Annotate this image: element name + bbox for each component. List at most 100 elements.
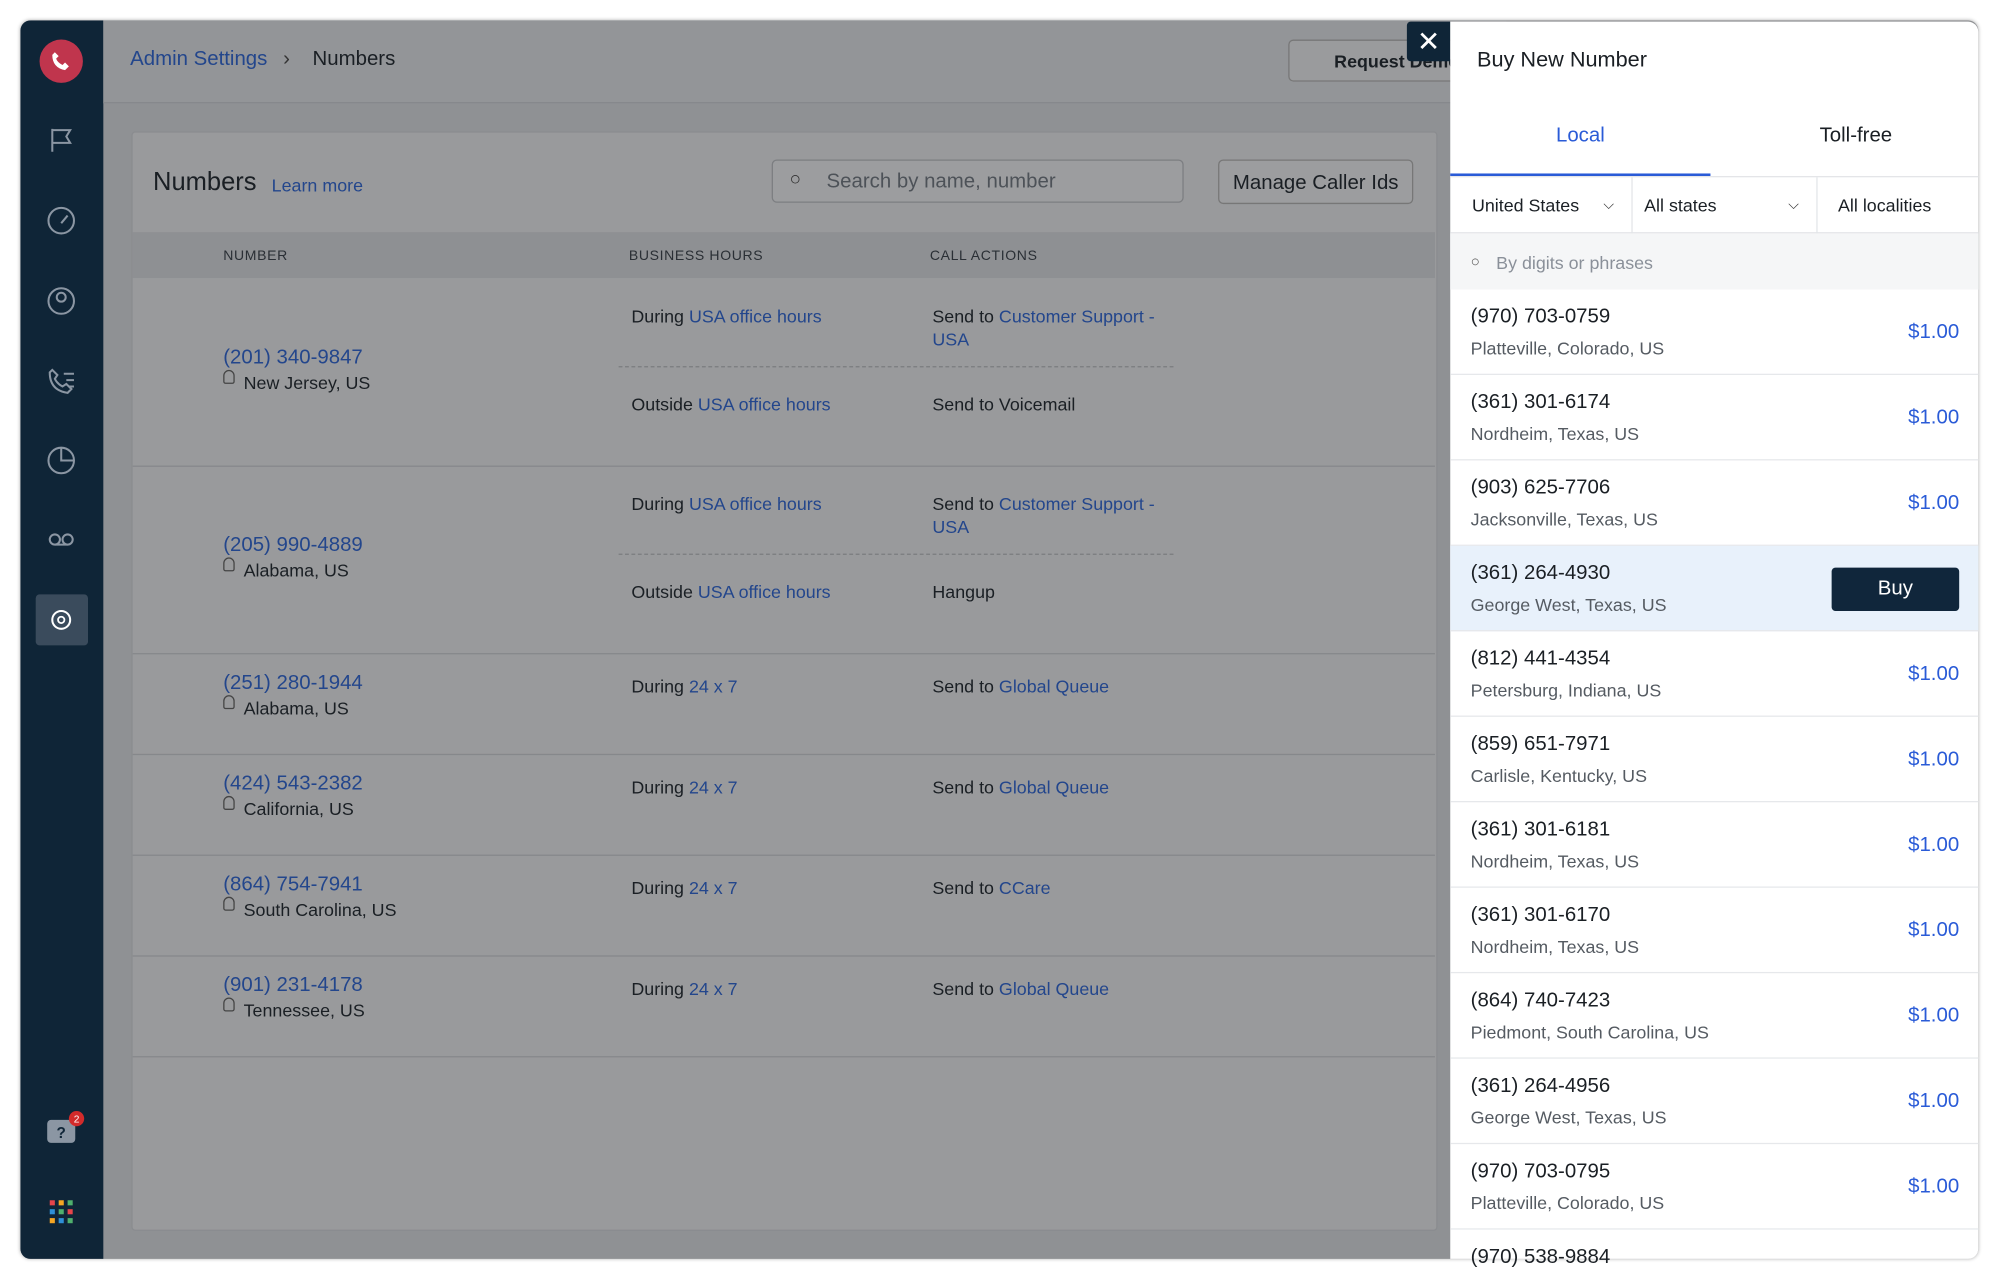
action-prefix: Send to (932, 776, 994, 798)
column-header: CALL ACTIONS (929, 248, 1038, 265)
listing-location: Jacksonville, Texas, US (1470, 508, 1658, 530)
phone-number[interactable]: (864) 754-7941 (223, 873, 363, 896)
listing-number[interactable]: (361) 264-4930 (1470, 562, 1611, 585)
listing-number[interactable]: (970) 538-9884 (1470, 1246, 1611, 1268)
listing-separator (1450, 630, 1979, 632)
call-action: Send to CCare (932, 876, 1168, 899)
hours-prefix: Outside (631, 581, 693, 603)
hours-prefix: Outside (631, 394, 693, 415)
call-action: Send to Global Queue (932, 977, 1168, 1000)
number-location: South Carolina, US (243, 899, 397, 920)
hours-link[interactable]: USA office hours (697, 394, 831, 415)
listing-separator (1450, 1228, 1979, 1230)
hours-link[interactable]: 24 x 7 (688, 676, 738, 697)
help-icon[interactable] (47, 1119, 76, 1143)
phone-number[interactable]: (901) 231-4178 (223, 974, 363, 997)
business-hours: During 24 x 7 (631, 675, 737, 698)
listing-separator (1450, 715, 1979, 717)
logo[interactable] (39, 39, 83, 83)
listing-number[interactable]: (812) 441-4354 (1470, 647, 1611, 670)
row-separator (132, 753, 1435, 756)
listing-number[interactable]: (903) 625-7706 (1470, 477, 1611, 499)
voicemail-icon[interactable] (48, 533, 61, 546)
phone-number[interactable]: (424) 543-2382 (223, 772, 363, 795)
dashboard-icon[interactable] (47, 206, 75, 235)
panel (1450, 21, 1979, 1259)
close-button[interactable]: ✕ (1406, 21, 1451, 62)
call-action: Send to Global Queue (932, 675, 1168, 698)
hours-link[interactable]: 24 x 7 (688, 877, 738, 898)
listing-number[interactable]: (361) 264-4956 (1470, 1075, 1611, 1097)
listing-price: $1.00 (1908, 748, 1960, 771)
sidebar-icons: ? 2 (35, 39, 89, 1224)
search-placeholder: Search by name, number (826, 170, 1056, 193)
action-link[interactable]: Customer Support - USA (932, 306, 1155, 350)
action-link[interactable]: Global Queue (998, 978, 1110, 999)
apps-icon[interactable] (49, 1200, 73, 1224)
filter-divider (1816, 177, 1818, 234)
tab-toll-free[interactable]: Toll-free (1819, 124, 1893, 147)
flag-icon[interactable] (51, 128, 72, 152)
hours-link[interactable]: USA office hours (688, 306, 822, 327)
svg-text:?: ? (57, 1125, 66, 1142)
buy-button[interactable]: Buy (1831, 567, 1960, 611)
tab-local[interactable]: Local (1555, 124, 1605, 147)
business-hours: During 24 x 7 (631, 876, 737, 899)
numbers-card (131, 131, 1438, 1231)
listing-number[interactable]: (361) 301-6170 (1470, 904, 1611, 927)
listing-number[interactable]: (970) 703-0759 (1470, 306, 1611, 328)
hours-link[interactable]: USA office hours (697, 581, 831, 603)
hours-link[interactable]: 24 x 7 (688, 978, 738, 999)
action-link[interactable]: CCare (998, 877, 1051, 898)
business-hours: Outside USA office hours (631, 580, 830, 603)
hours-link[interactable]: USA office hours (688, 493, 822, 515)
action-prefix: Send to (932, 306, 994, 327)
phone-number[interactable]: (201) 340-9847 (223, 346, 363, 369)
listing-location: Petersburg, Indiana, US (1470, 679, 1662, 701)
listing-location: Carlisle, Kentucky, US (1470, 765, 1647, 786)
hours-prefix: During (631, 306, 684, 327)
tab-underline (1450, 173, 1711, 177)
listing-number[interactable]: (361) 301-6174 (1470, 391, 1611, 414)
listing-price: $1.00 (1908, 406, 1960, 429)
listing-number[interactable]: (864) 740-7423 (1470, 989, 1611, 1012)
action-link[interactable]: Customer Support - USA (932, 493, 1155, 537)
search-box[interactable] (771, 159, 1184, 203)
action-link[interactable]: Global Queue (998, 776, 1110, 798)
calls-icon[interactable] (48, 368, 74, 394)
listing-price: $1.00 (1908, 834, 1960, 856)
action-prefix: Send to (932, 493, 994, 515)
table-header (132, 232, 1435, 279)
action-text: Hangup (932, 581, 995, 603)
filter-dropdown[interactable]: All localities (1838, 195, 1932, 216)
settings-active[interactable] (35, 594, 89, 646)
phone-number[interactable]: (251) 280-1944 (223, 672, 363, 694)
listing-number[interactable]: (970) 703-0795 (1470, 1160, 1611, 1183)
listing-search-placeholder: By digits or phrases (1496, 252, 1654, 273)
manage-button[interactable]: Manage Caller Ids (1218, 159, 1414, 205)
listing-number[interactable]: (361) 301-6181 (1470, 818, 1611, 841)
listing-search[interactable] (1450, 233, 1979, 290)
contacts-icon[interactable] (47, 287, 75, 315)
listing-location: Platteville, Colorado, US (1470, 338, 1665, 359)
listing-separator (1450, 1057, 1979, 1059)
action-prefix: Send to (932, 978, 994, 999)
listing-separator (1450, 459, 1979, 461)
listing-location: Platteville, Colorado, US (1470, 1192, 1665, 1214)
learn-more[interactable]: Learn more (271, 174, 364, 196)
listing-separator (1450, 801, 1979, 803)
filter-dropdown[interactable]: All states (1644, 195, 1717, 216)
breadcrumb-current: Numbers (312, 48, 396, 71)
call-action: Send to Voicemail (932, 393, 1168, 416)
listing-location: Piedmont, South Carolina, US (1470, 1021, 1709, 1043)
listing-number[interactable]: (859) 651-7971 (1470, 733, 1611, 756)
action-link[interactable]: Global Queue (998, 676, 1110, 697)
hours-link[interactable]: 24 x 7 (688, 776, 738, 798)
call-action: Send to Customer Support - USA (932, 305, 1168, 351)
listing-location: Nordheim, Texas, US (1470, 423, 1640, 444)
breadcrumb-link[interactable]: Admin Settings (130, 48, 268, 71)
filter-dropdown[interactable]: United States (1471, 195, 1580, 216)
phone-number[interactable]: (205) 990-4889 (223, 534, 363, 557)
numbers-title: Numbers (153, 168, 257, 197)
